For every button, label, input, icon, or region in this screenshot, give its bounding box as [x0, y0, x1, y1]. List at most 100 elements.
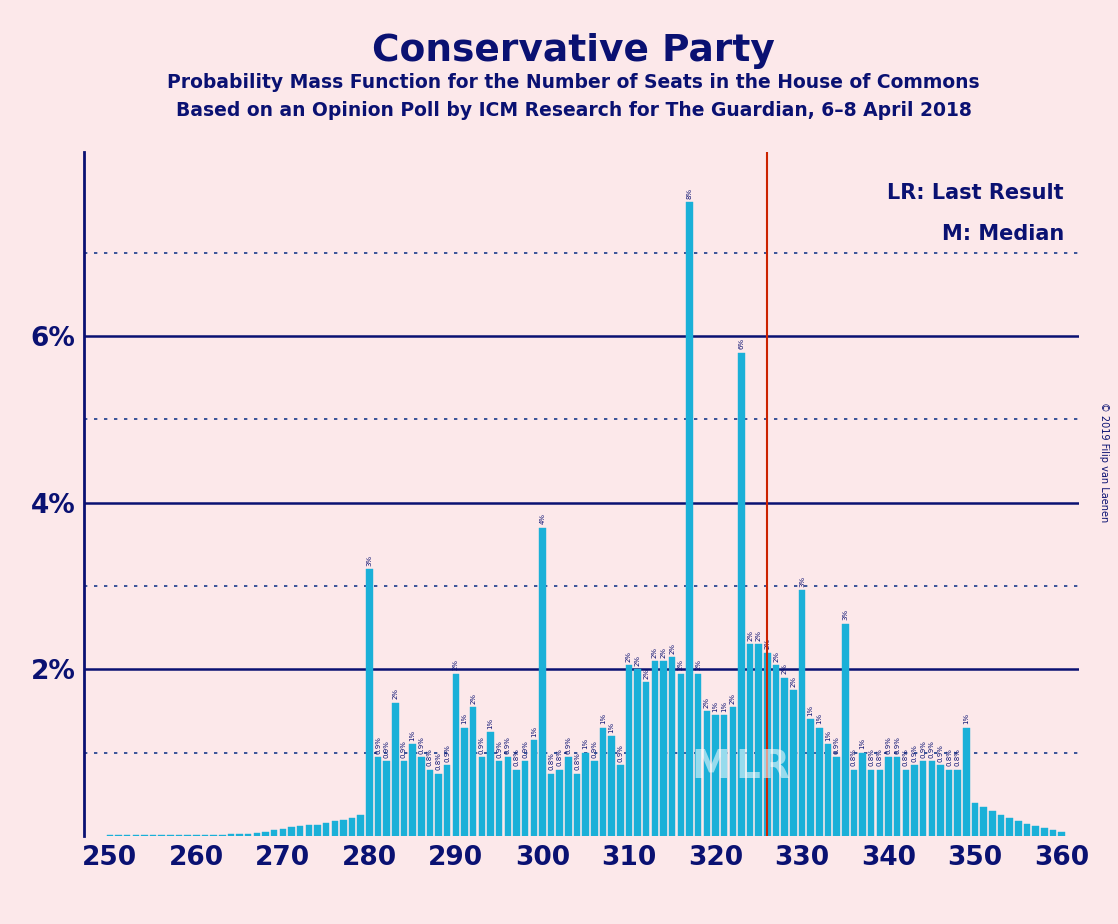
Bar	[280, 829, 286, 836]
Bar	[210, 834, 217, 836]
Bar	[825, 745, 831, 836]
Bar	[288, 827, 295, 836]
Text: 0.9%: 0.9%	[505, 736, 511, 754]
Text: 1%: 1%	[409, 730, 416, 741]
Text: 8%: 8%	[686, 188, 692, 200]
Text: 0.8%: 0.8%	[557, 748, 562, 766]
Text: Probability Mass Function for the Number of Seats in the House of Commons: Probability Mass Function for the Number…	[168, 73, 979, 92]
Bar	[574, 773, 580, 836]
Bar	[565, 757, 571, 836]
Text: 0.9%: 0.9%	[937, 744, 944, 762]
Bar	[730, 707, 736, 836]
Text: 0.8%: 0.8%	[946, 748, 953, 766]
Bar	[833, 757, 840, 836]
Bar	[946, 770, 953, 836]
Text: 1%: 1%	[531, 726, 537, 737]
Bar	[582, 753, 589, 836]
Text: 2%: 2%	[704, 697, 710, 708]
Text: 2%: 2%	[661, 647, 666, 658]
Bar	[297, 826, 303, 836]
Text: 2%: 2%	[756, 630, 761, 641]
Text: 0.9%: 0.9%	[418, 736, 425, 754]
Text: 0.9%: 0.9%	[375, 736, 381, 754]
Text: M: Median: M: Median	[941, 225, 1064, 244]
Text: 0.9%: 0.9%	[911, 744, 918, 762]
Bar	[1059, 832, 1064, 836]
Bar	[972, 803, 978, 836]
Bar	[816, 728, 823, 836]
Bar	[245, 833, 252, 836]
Text: 0.9%: 0.9%	[894, 736, 900, 754]
Bar	[513, 770, 520, 836]
Bar	[842, 624, 849, 836]
Bar	[444, 765, 451, 836]
Bar	[997, 815, 1004, 836]
Bar	[358, 815, 364, 836]
Text: 0.9%: 0.9%	[522, 740, 528, 758]
Text: 0.9%: 0.9%	[834, 736, 840, 754]
Bar	[591, 761, 598, 836]
Bar	[963, 728, 969, 836]
Text: 2%: 2%	[765, 638, 770, 650]
Bar	[531, 740, 537, 836]
Text: 0.8%: 0.8%	[427, 748, 433, 766]
Bar	[798, 590, 805, 836]
Text: 2%: 2%	[635, 655, 641, 666]
Bar	[254, 833, 260, 836]
Bar	[652, 661, 659, 836]
Bar	[902, 770, 909, 836]
Text: 0.9%: 0.9%	[885, 736, 891, 754]
Bar	[885, 757, 892, 836]
Text: 3%: 3%	[367, 555, 372, 566]
Text: 1%: 1%	[860, 738, 865, 749]
Text: 0.9%: 0.9%	[496, 740, 502, 758]
Bar	[989, 811, 996, 836]
Bar	[349, 818, 356, 836]
Text: 0.8%: 0.8%	[903, 748, 909, 766]
Bar	[686, 202, 693, 836]
Bar	[427, 770, 433, 836]
Text: Based on an Opinion Poll by ICM Research for The Guardian, 6–8 April 2018: Based on an Opinion Poll by ICM Research…	[176, 101, 972, 120]
Text: 1%: 1%	[816, 713, 823, 724]
Text: 0.9%: 0.9%	[383, 740, 390, 758]
Bar	[738, 353, 745, 836]
Bar	[314, 824, 321, 836]
Text: 0.8%: 0.8%	[513, 748, 520, 766]
Text: 1%: 1%	[712, 700, 719, 712]
Bar	[608, 736, 615, 836]
Text: 2%: 2%	[652, 647, 657, 658]
Bar	[807, 720, 814, 836]
Bar	[781, 678, 788, 836]
Bar	[487, 732, 494, 836]
Text: 2%: 2%	[790, 676, 796, 687]
Bar	[453, 674, 459, 836]
Bar	[955, 770, 961, 836]
Bar	[366, 569, 372, 836]
Text: 1%: 1%	[721, 700, 727, 712]
Bar	[263, 832, 268, 836]
Text: M: M	[692, 748, 730, 786]
Text: 1%: 1%	[825, 730, 831, 741]
Text: 2%: 2%	[730, 693, 736, 704]
Text: 2%: 2%	[626, 650, 632, 662]
Bar	[634, 670, 641, 836]
Bar	[184, 834, 191, 836]
Bar	[1024, 823, 1030, 836]
Text: 2%: 2%	[471, 693, 476, 704]
Text: 0.9%: 0.9%	[401, 740, 407, 758]
Bar	[236, 833, 243, 836]
Bar	[894, 757, 900, 836]
Bar	[383, 761, 390, 836]
Text: 0.8%: 0.8%	[548, 752, 555, 771]
Bar	[980, 807, 987, 836]
Bar	[860, 753, 865, 836]
Bar	[219, 834, 226, 836]
Text: 2%: 2%	[747, 630, 754, 641]
Bar	[539, 528, 546, 836]
Text: 4%: 4%	[539, 514, 546, 524]
Text: 2%: 2%	[453, 660, 458, 670]
Bar	[435, 773, 442, 836]
Text: 0.8%: 0.8%	[851, 748, 856, 766]
Text: © 2019 Filip van Laenen: © 2019 Filip van Laenen	[1099, 402, 1109, 522]
Text: 0.9%: 0.9%	[617, 744, 624, 762]
